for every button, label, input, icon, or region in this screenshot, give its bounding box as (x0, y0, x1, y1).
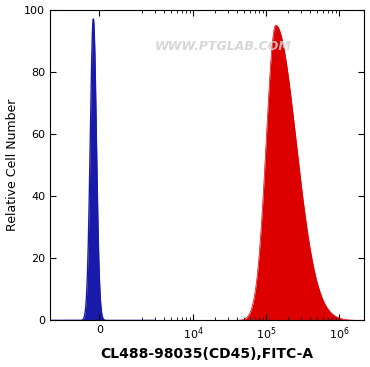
Text: WWW.PTGLAB.COM: WWW.PTGLAB.COM (155, 40, 291, 53)
Y-axis label: Relative Cell Number: Relative Cell Number (6, 99, 18, 231)
X-axis label: CL488-98035(CD45),FITC-A: CL488-98035(CD45),FITC-A (101, 348, 314, 361)
